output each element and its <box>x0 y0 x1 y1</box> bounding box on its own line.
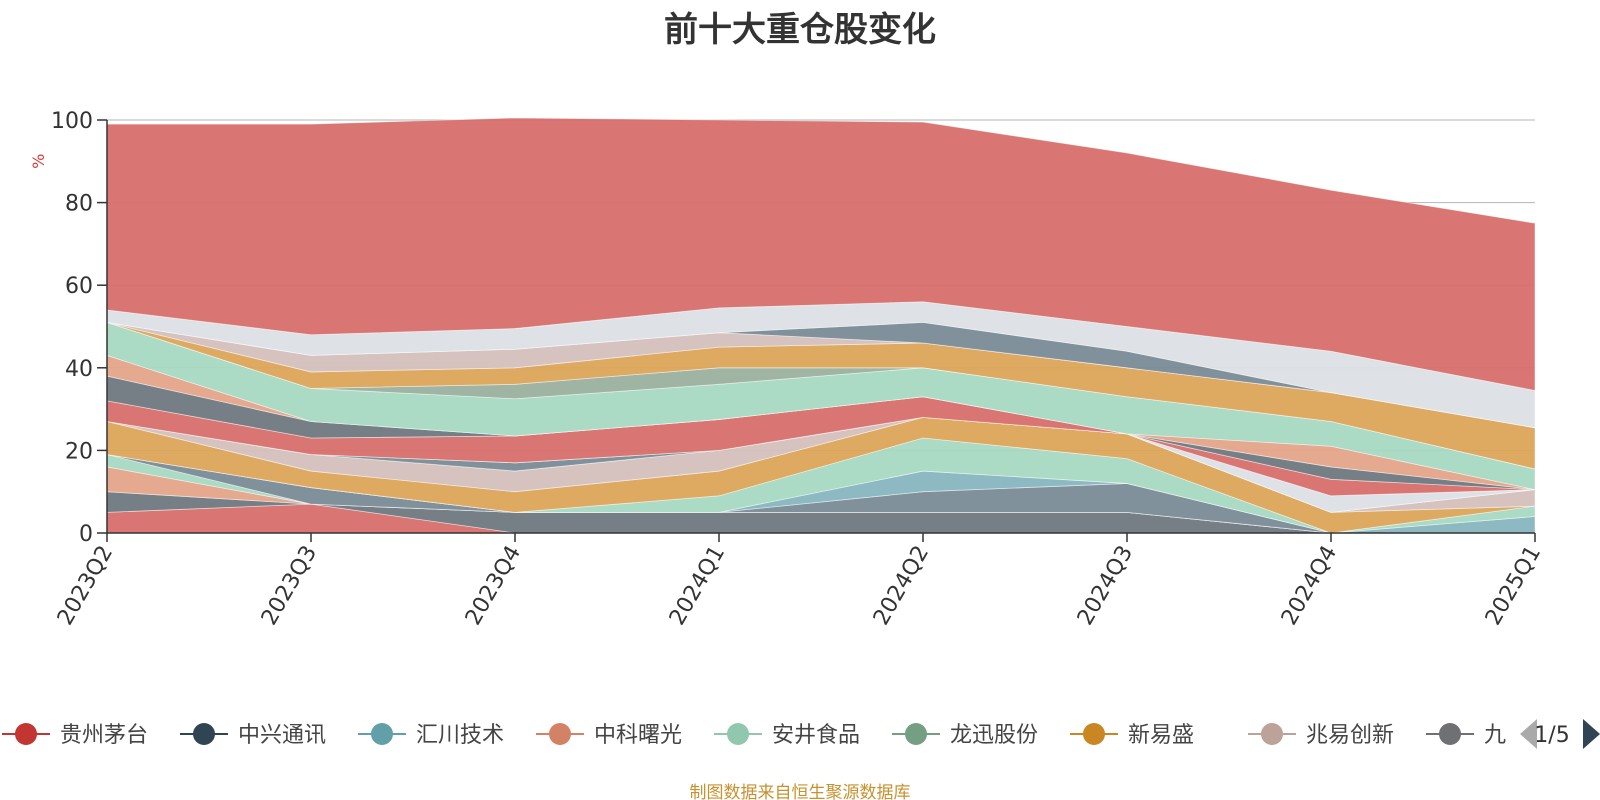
legend-marker-1[interactable] <box>15 723 37 745</box>
x-tick-label: 2024Q1 <box>665 542 730 630</box>
legend-marker-4[interactable] <box>549 723 571 745</box>
y-tick-label: 100 <box>51 109 93 134</box>
legend-label-2[interactable]: 中兴通讯 <box>238 723 326 748</box>
x-tick-label: 2024Q4 <box>1277 542 1342 630</box>
x-tick-label: 2024Q2 <box>869 542 934 630</box>
legend-marker-3[interactable] <box>371 723 393 745</box>
legend-label-4[interactable]: 中科曙光 <box>594 723 682 748</box>
legend-next-icon[interactable] <box>1583 719 1600 749</box>
legend-marker-9[interactable] <box>1439 723 1461 745</box>
legend-marker-5[interactable] <box>727 723 749 745</box>
x-tick-label: 2023Q3 <box>257 542 322 630</box>
legend-page-indicator: 1/5 <box>1534 723 1569 748</box>
legend-label-7[interactable]: 新易盛 <box>1128 723 1194 748</box>
legend-marker-6[interactable] <box>905 723 927 745</box>
legend-marker-7[interactable] <box>1083 723 1105 745</box>
legend-prev-icon[interactable] <box>1520 719 1537 749</box>
x-tick-label: 2023Q4 <box>461 542 526 630</box>
y-axis-unit: % <box>29 154 48 169</box>
y-tick-label: 20 <box>65 439 93 464</box>
y-tick-label: 60 <box>65 274 93 299</box>
legend-label-9[interactable]: 九 <box>1484 723 1506 748</box>
y-tick-label: 40 <box>65 357 93 382</box>
area-series-21 <box>106 117 1536 391</box>
y-tick-label: 80 <box>65 192 93 217</box>
x-tick-label: 2025Q1 <box>1481 542 1546 630</box>
y-tick-label: 0 <box>79 522 93 547</box>
legend-label-1[interactable]: 贵州茅台 <box>60 723 148 748</box>
legend-label-8[interactable]: 兆易创新 <box>1306 723 1394 748</box>
data-source-note: 制图数据来自恒生聚源数据库 <box>689 783 911 800</box>
x-tick-label: 2023Q2 <box>53 542 118 630</box>
x-tick-label: 2024Q3 <box>1073 542 1138 630</box>
legend-marker-8[interactable] <box>1261 723 1283 745</box>
legend-marker-2[interactable] <box>193 723 215 745</box>
chart-title: 前十大重仓股变化 <box>664 10 936 50</box>
legend-label-6[interactable]: 龙迅股份 <box>950 723 1038 748</box>
legend-label-5[interactable]: 安井食品 <box>772 723 860 748</box>
legend-label-3[interactable]: 汇川技术 <box>416 723 504 748</box>
